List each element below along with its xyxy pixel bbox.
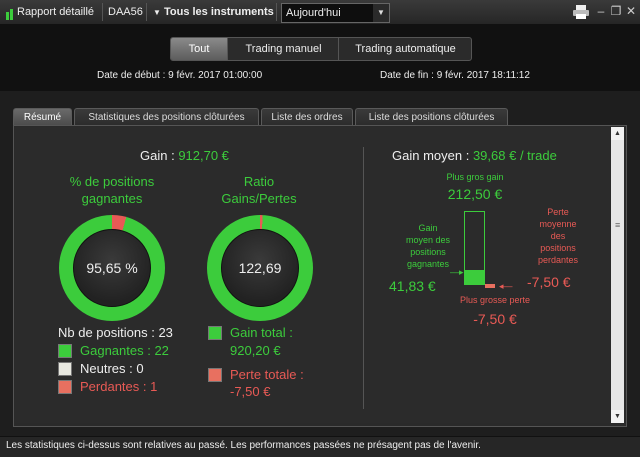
chevron-down-icon: ▼ — [373, 4, 389, 22]
disclaimer-text: Les statistiques ci-dessus sont relative… — [6, 440, 481, 451]
win-pct-value: 95,65 % — [86, 260, 138, 276]
gain-value: 912,70 € — [178, 148, 229, 163]
gain-range-bar — [464, 211, 485, 285]
segment-auto[interactable]: Trading automatique — [338, 38, 471, 60]
tab-summary[interactable]: Résumé — [13, 108, 72, 126]
positions-count: Nb de positions : 23 — [58, 325, 173, 340]
win-pct-title-line1: % de positions — [69, 174, 155, 189]
print-icon[interactable] — [573, 5, 589, 19]
scroll-up-icon[interactable]: ▲ — [611, 127, 624, 140]
avg-win-label-3: positions — [410, 247, 446, 257]
mode-segmented-control: Tout Trading manuel Trading automatique — [170, 37, 472, 61]
caret-down-icon: ▼ — [153, 8, 161, 17]
start-date-value: 9 févr. 2017 01:00:00 — [168, 70, 263, 81]
ratio-title-line1: Ratio — [243, 174, 275, 189]
start-date: Date de début : 9 févr. 2017 01:00:00 — [97, 70, 262, 81]
win-pct-title-line2: gagnantes — [81, 191, 143, 206]
period-select[interactable]: Aujourd'hui ▼ — [281, 3, 390, 23]
gain-label: Gain : — [140, 148, 175, 163]
footer: Les statistiques ci-dessus sont relative… — [0, 436, 640, 457]
winning-swatch — [58, 344, 72, 358]
max-loss-label: Plus grosse perte — [459, 295, 531, 305]
avg-win-label-1: Gain — [418, 223, 438, 233]
instruments-label: Tous les instruments — [163, 6, 274, 18]
vertical-scrollbar[interactable]: ▲ ≡ ▼ — [611, 127, 624, 423]
avg-win-label: Gain moyen des positions gagnantes — [383, 222, 473, 270]
avg-win-value: 41,83 € — [389, 278, 436, 294]
minimize-icon[interactable]: – — [597, 4, 605, 18]
ratio-gauge: 122,69 — [207, 215, 313, 321]
avg-loss-label-5: perdantes — [537, 255, 579, 265]
total-gain-swatch — [208, 326, 222, 340]
max-gain-label: Plus gros gain — [446, 172, 504, 182]
avg-loss-label-3: des — [550, 231, 566, 241]
avg-win-label-4: gagnantes — [406, 259, 450, 269]
avg-loss-label-2: moyenne — [539, 219, 577, 229]
total-loss-label: Perte totale : — [230, 367, 304, 382]
average-gain-value: 39,68 € / trade — [472, 148, 557, 163]
arrow-right-icon: —▸ — [450, 267, 464, 277]
loss-bar — [485, 284, 495, 288]
max-gain-value: 212,50 € — [447, 186, 503, 202]
period-value: Aujourd'hui — [286, 7, 341, 19]
restore-icon[interactable]: ❐ — [610, 4, 622, 18]
report-title: Rapport détaillé — [17, 6, 95, 18]
tab-orders[interactable]: Liste des ordres — [261, 108, 353, 126]
avg-win-fill — [465, 270, 484, 284]
segment-manual[interactable]: Trading manuel — [227, 38, 339, 60]
average-gain-label: Gain moyen : — [392, 148, 470, 163]
neutral-swatch — [58, 362, 72, 376]
avg-loss-label-1: Perte — [547, 207, 569, 217]
report-icon — [6, 7, 14, 20]
end-date-label: Date de fin : — [380, 70, 434, 81]
neutral-count: Neutres : 0 — [80, 361, 144, 376]
column-divider — [363, 147, 364, 409]
tab-closed-positions[interactable]: Liste des positions clôturées — [355, 108, 508, 126]
arrow-left-icon: ◂— — [499, 281, 513, 291]
instruments-dropdown[interactable]: ▼ Tous les instruments — [153, 0, 274, 24]
avg-win-label-2: moyen des — [405, 235, 451, 245]
max-loss-value: -7,50 € — [473, 311, 517, 327]
avg-loss-label-4: positions — [540, 243, 576, 253]
close-icon[interactable]: ✕ — [625, 4, 637, 18]
avg-loss-value: -7,50 € — [527, 274, 571, 290]
segment-all[interactable]: Tout — [171, 38, 227, 60]
scroll-down-icon[interactable]: ▼ — [611, 410, 624, 423]
end-date-value: 9 févr. 2017 18:11:12 — [436, 70, 530, 81]
ratio-value: 122,69 — [238, 260, 282, 276]
win-pct-gauge: 95,65 % — [59, 215, 165, 321]
total-loss-value: -7,50 € — [230, 384, 271, 399]
toolbar: Rapport détaillé DAA56 ▼ Tous les instru… — [0, 0, 640, 25]
total-gain-value: 920,20 € — [230, 343, 281, 358]
scroll-grip-icon[interactable]: ≡ — [615, 220, 621, 230]
ratio-title-line2: Gains/Pertes — [221, 191, 297, 206]
avg-loss-label: Perte moyenne des positions perdantes — [518, 206, 598, 266]
total-gain-label: Gain total : — [230, 325, 293, 340]
gain-summary: Gain : 912,70 € — [140, 148, 229, 163]
winning-count: Gagnantes : 22 — [80, 343, 169, 358]
losing-swatch — [58, 380, 72, 394]
end-date: Date de fin : 9 févr. 2017 18:11:12 — [380, 70, 530, 81]
total-loss-swatch — [208, 368, 222, 382]
average-gain: Gain moyen : 39,68 € / trade — [392, 148, 557, 163]
start-date-label: Date de début : — [97, 70, 166, 81]
tab-closed-stats[interactable]: Statistiques des positions clôturées — [74, 108, 259, 126]
account-label[interactable]: DAA56 — [108, 6, 143, 18]
losing-count: Perdantes : 1 — [80, 379, 158, 394]
